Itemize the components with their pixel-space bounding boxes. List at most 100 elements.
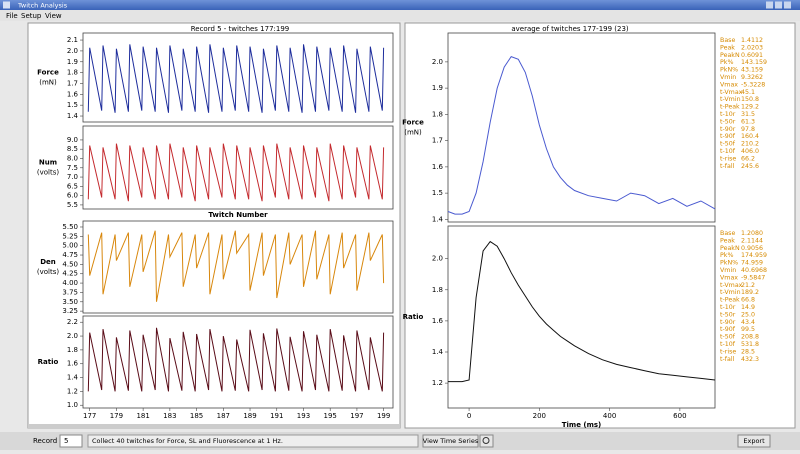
view-time-series-button[interactable] bbox=[422, 434, 479, 448]
y-tick-label: 1.4 bbox=[432, 348, 444, 356]
y-tick-label: 1.8 bbox=[432, 110, 443, 118]
window-title: Twitch Analysis bbox=[17, 2, 68, 10]
y-tick-label: 8.0 bbox=[67, 154, 78, 162]
record-value: 5 bbox=[64, 437, 68, 445]
status-text: Collect 40 twitches for Force, SL and Fl… bbox=[92, 437, 283, 445]
stat-value: 66.2 bbox=[741, 155, 755, 162]
trace bbox=[87, 143, 385, 202]
stat-value: 189.2 bbox=[741, 289, 759, 296]
trace bbox=[448, 240, 716, 383]
x-tick-label: 193 bbox=[297, 412, 310, 420]
close-button[interactable] bbox=[784, 1, 791, 9]
zoom-button[interactable] bbox=[479, 434, 494, 448]
x-tick-label: 183 bbox=[163, 412, 176, 420]
y-axis-label: Num bbox=[39, 159, 57, 167]
chart-title: average of twitches 177-199 (23) bbox=[511, 25, 629, 33]
plot-area bbox=[447, 32, 716, 223]
y-tick-label: 5.50 bbox=[62, 223, 78, 231]
menu-file[interactable]: File bbox=[6, 12, 18, 20]
menu-setup[interactable]: Setup bbox=[21, 12, 42, 20]
stat-name: t-Vmax bbox=[720, 89, 743, 96]
stat-name: t-rise bbox=[720, 155, 736, 162]
record-label: Record bbox=[33, 437, 57, 445]
scrollbar[interactable] bbox=[28, 424, 400, 429]
stat-name: Pk% bbox=[720, 59, 733, 66]
y-tick-label: 5.00 bbox=[62, 242, 78, 250]
y-axis-unit: (mN) bbox=[404, 129, 422, 137]
stat-value: 210.2 bbox=[741, 141, 759, 148]
minimize-button[interactable] bbox=[766, 1, 773, 9]
stat-name: t-90r bbox=[720, 126, 736, 133]
stat-name: t-fall bbox=[720, 356, 735, 363]
stat-value: 174.959 bbox=[741, 252, 767, 259]
y-axis-label: Den bbox=[40, 258, 56, 266]
status-field bbox=[87, 434, 419, 448]
stat-value: 143.159 bbox=[741, 59, 767, 66]
y-tick-label: 1.7 bbox=[432, 137, 443, 145]
chart-title: Record 5 - twitches 177:199 bbox=[191, 25, 290, 33]
y-tick-label: 6.0 bbox=[67, 192, 78, 200]
x-tick-label: 185 bbox=[190, 412, 203, 420]
y-tick-label: 1.5 bbox=[432, 189, 443, 197]
stat-value: 43.4 bbox=[741, 319, 755, 326]
stat-value: 1.2080 bbox=[741, 230, 763, 237]
y-tick-label: 2.0 bbox=[67, 47, 78, 55]
zoom-icon bbox=[482, 437, 490, 444]
x-tick-label: 189 bbox=[243, 412, 256, 420]
stat-name: Vmax bbox=[720, 274, 738, 281]
y-tick-label: 3.25 bbox=[62, 307, 78, 315]
stat-value: 31.5 bbox=[741, 111, 755, 118]
stat-name: Vmin bbox=[720, 267, 736, 274]
x-tick-label: 197 bbox=[350, 412, 363, 420]
y-axis-label: Force bbox=[402, 119, 424, 127]
stat-value: 25.0 bbox=[741, 311, 755, 318]
stat-value: 150.8 bbox=[741, 96, 759, 103]
stat-value: 2.1144 bbox=[741, 237, 763, 244]
stat-name: Vmin bbox=[720, 74, 736, 81]
stat-value: 97.8 bbox=[741, 126, 755, 133]
stat-name: t-Peak bbox=[720, 104, 740, 111]
stat-value: -5.3228 bbox=[741, 81, 765, 88]
y-tick-label: 1.0 bbox=[67, 401, 78, 409]
stat-value: 74.959 bbox=[741, 260, 763, 267]
x-tick-label: 181 bbox=[136, 412, 149, 420]
stat-name: t-10f bbox=[720, 148, 736, 155]
x-tick-label: 179 bbox=[110, 412, 123, 420]
trace bbox=[87, 327, 385, 392]
x-axis-label: Twitch Number bbox=[208, 211, 268, 219]
menu-bar bbox=[0, 10, 800, 21]
stat-name: PkN% bbox=[720, 67, 738, 74]
stat-name: Base bbox=[720, 37, 735, 44]
stat-value: 0.6091 bbox=[741, 52, 763, 59]
x-tick-label: 187 bbox=[217, 412, 230, 420]
stat-value: 0.9056 bbox=[741, 245, 763, 252]
y-tick-label: 4.25 bbox=[62, 270, 78, 278]
stat-name: Vmax bbox=[720, 81, 738, 88]
maximize-button[interactable] bbox=[775, 1, 782, 9]
trace bbox=[87, 44, 385, 113]
x-tick-label: 195 bbox=[324, 412, 337, 420]
y-tick-label: 2.0 bbox=[432, 255, 443, 263]
stat-name: t-50f bbox=[720, 141, 736, 148]
y-tick-label: 1.8 bbox=[67, 69, 78, 77]
stat-name: Peak bbox=[720, 44, 735, 51]
y-tick-label: 1.8 bbox=[432, 286, 443, 294]
stat-name: t-rise bbox=[720, 348, 736, 355]
stat-value: 208.8 bbox=[741, 334, 759, 341]
stat-name: PeakN bbox=[720, 245, 740, 252]
export-button[interactable] bbox=[737, 434, 771, 448]
menu-view[interactable]: View bbox=[45, 12, 62, 20]
trace bbox=[447, 55, 716, 215]
stat-value: 14.9 bbox=[741, 304, 755, 311]
x-tick-label: 199 bbox=[377, 412, 390, 420]
y-tick-label: 2.0 bbox=[67, 332, 78, 340]
stat-value: 245.6 bbox=[741, 163, 759, 170]
x-tick-label: 177 bbox=[83, 412, 96, 420]
record-spinner[interactable] bbox=[59, 434, 83, 448]
stat-value: 28.5 bbox=[741, 348, 755, 355]
stat-name: t-50r bbox=[720, 311, 736, 318]
stat-name: Base bbox=[720, 230, 735, 237]
y-tick-label: 2.1 bbox=[67, 36, 78, 44]
